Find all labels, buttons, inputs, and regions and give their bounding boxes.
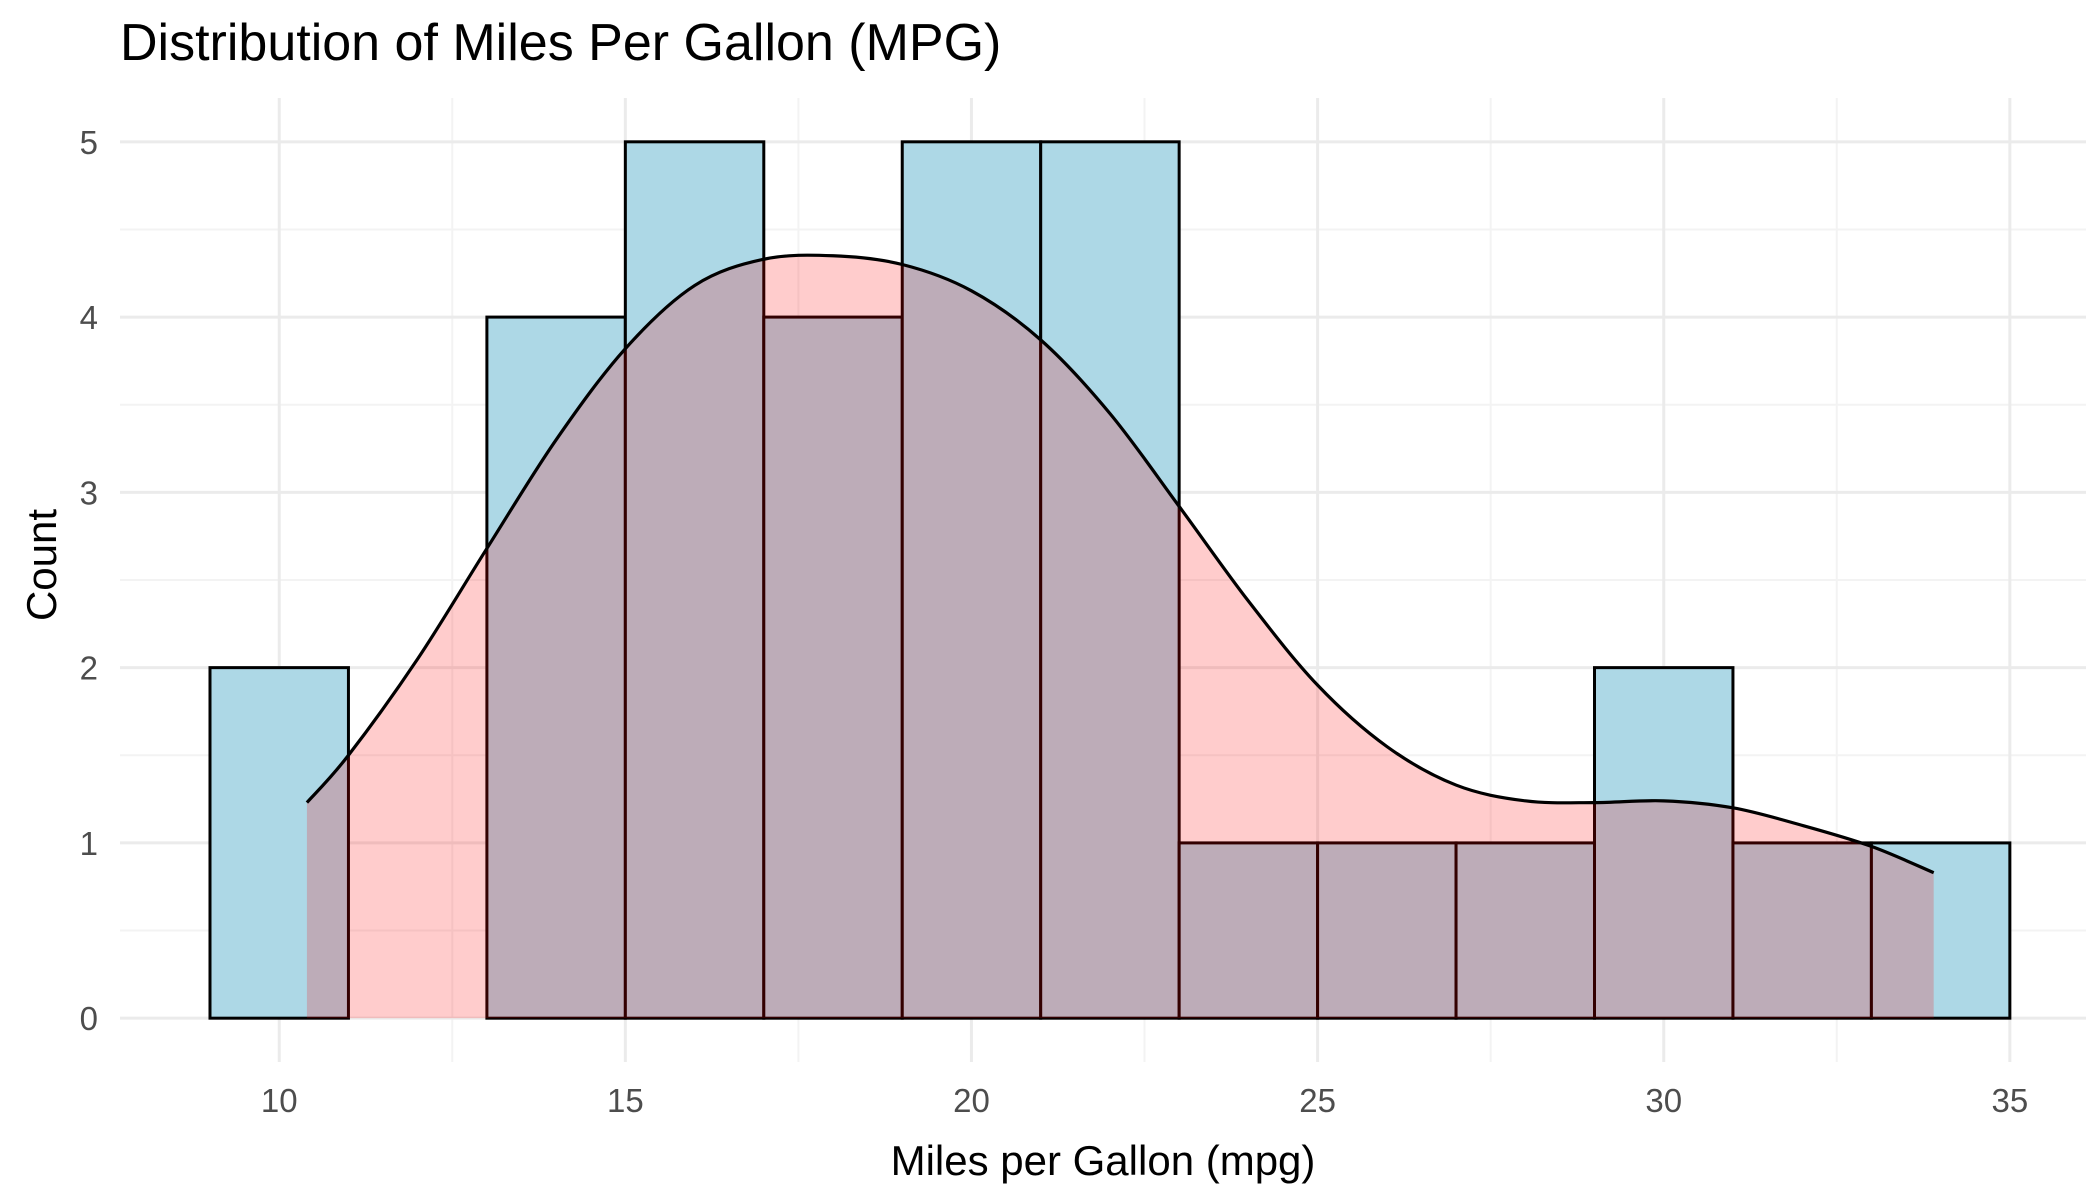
histogram-bar (1593, 666, 1735, 1020)
y-tick-label: 5 (80, 124, 98, 161)
histogram-bar (485, 315, 627, 1020)
density-layer (305, 253, 1935, 1019)
y-tick-label: 3 (80, 474, 98, 511)
x-tick-label: 30 (1645, 1082, 1682, 1119)
y-tick-label: 1 (80, 825, 98, 862)
chart-title: Distribution of Miles Per Gallon (MPG) (120, 14, 1001, 72)
density-line (305, 253, 1935, 875)
histogram-bar (762, 315, 904, 1020)
y-tick-label: 2 (80, 650, 98, 687)
x-tick-label: 25 (1299, 1082, 1336, 1119)
x-tick-label: 15 (607, 1082, 644, 1119)
y-tick-label: 4 (80, 299, 98, 336)
tick-labels-layer: 10 15 20 25 30 35 0 1 2 3 4 5 (80, 124, 2029, 1119)
x-axis-title: Miles per Gallon (mpg) (891, 1137, 1316, 1184)
y-tick-label: 0 (80, 1000, 98, 1037)
histogram-bar (208, 666, 350, 1020)
y-axis-title: Count (18, 509, 65, 621)
histogram-bar (623, 140, 766, 1020)
x-tick-label: 20 (953, 1082, 990, 1119)
histogram-bar (900, 140, 1043, 1020)
histogram-bar (1177, 841, 1320, 1020)
histogram-bar (1039, 140, 1181, 1020)
density-area (306, 255, 1934, 1019)
bars-layer (208, 140, 2012, 1020)
x-tick-label: 35 (1991, 1082, 2028, 1119)
histogram-bar (1316, 841, 1458, 1020)
histogram-bar (1869, 841, 2012, 1020)
x-tick-label: 10 (261, 1082, 298, 1119)
